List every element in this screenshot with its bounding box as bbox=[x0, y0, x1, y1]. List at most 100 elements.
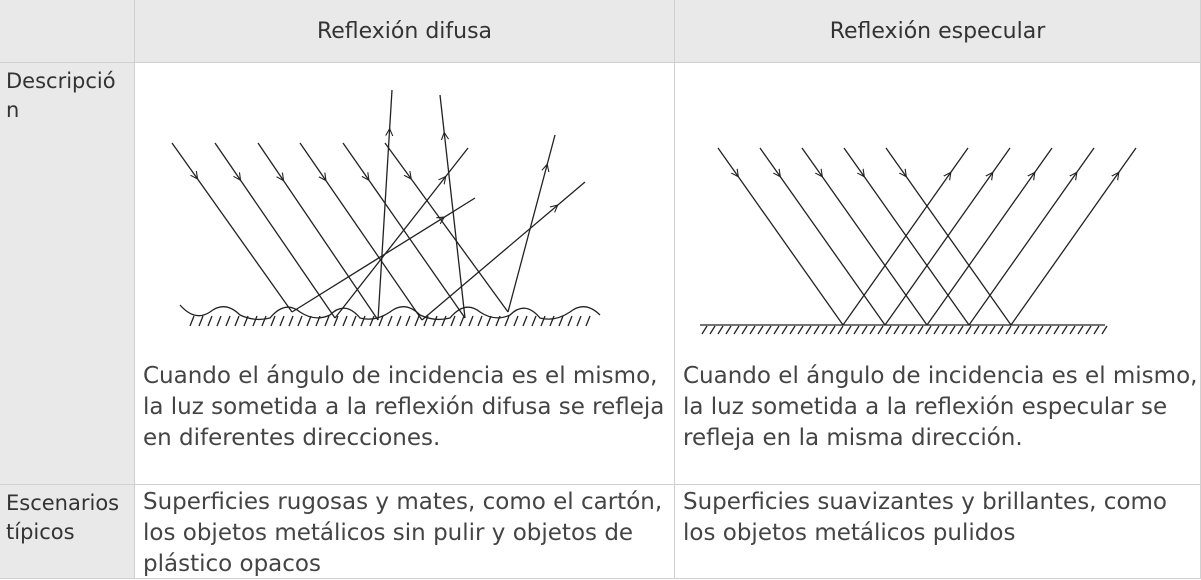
hatch bbox=[981, 325, 988, 335]
hatch bbox=[797, 325, 804, 335]
hatch bbox=[1053, 325, 1060, 335]
hatch bbox=[315, 315, 321, 327]
hatch bbox=[773, 325, 780, 335]
ray bbox=[926, 147, 1053, 326]
ray bbox=[801, 147, 928, 326]
hatch bbox=[549, 315, 555, 327]
ray bbox=[342, 142, 466, 319]
hatch bbox=[252, 315, 258, 327]
cell-text: Cuando el ángulo de incidencia es el mis… bbox=[143, 363, 665, 451]
hatch bbox=[477, 315, 483, 327]
hatch bbox=[781, 325, 788, 335]
ray bbox=[717, 147, 844, 326]
hatch bbox=[1045, 325, 1052, 335]
hatch bbox=[973, 325, 980, 335]
ray bbox=[334, 147, 469, 319]
hatch bbox=[717, 325, 724, 335]
cell-text: Superficies suavizantes y brillantes, co… bbox=[675, 485, 1201, 579]
hatch bbox=[207, 315, 213, 327]
hatch bbox=[925, 325, 932, 335]
hatch bbox=[893, 325, 900, 335]
header-cell: Reflexión especular bbox=[675, 0, 1201, 63]
hatch bbox=[504, 315, 510, 327]
hatch bbox=[861, 325, 868, 335]
ray bbox=[171, 142, 293, 313]
hatch bbox=[1037, 325, 1044, 335]
hatch bbox=[288, 315, 294, 327]
hatch bbox=[324, 315, 330, 327]
hatch bbox=[234, 315, 240, 327]
hatch bbox=[432, 315, 438, 327]
hatch bbox=[965, 325, 972, 335]
ray bbox=[377, 89, 392, 321]
hatch bbox=[1029, 325, 1036, 335]
hatch bbox=[837, 325, 844, 335]
hatch bbox=[333, 315, 339, 327]
hatch bbox=[225, 315, 231, 327]
hatch bbox=[877, 325, 884, 335]
hatch bbox=[1005, 325, 1012, 335]
hatch bbox=[450, 315, 456, 327]
hatch bbox=[189, 315, 195, 327]
hatch bbox=[901, 325, 908, 335]
ray bbox=[299, 142, 423, 321]
hatch bbox=[198, 315, 204, 327]
hatch bbox=[741, 325, 748, 335]
hatch bbox=[306, 315, 312, 327]
hatch bbox=[369, 315, 375, 327]
ray bbox=[439, 94, 466, 319]
hatch bbox=[941, 325, 948, 335]
hatch bbox=[909, 325, 916, 335]
hatch bbox=[917, 325, 924, 335]
hatch bbox=[522, 315, 528, 327]
row-label: Descripción bbox=[0, 63, 135, 485]
hatch bbox=[885, 325, 892, 335]
hatch bbox=[1069, 325, 1076, 335]
hatch bbox=[845, 325, 852, 335]
hatch bbox=[396, 315, 402, 327]
cell: Cuando el ángulo de incidencia es el mis… bbox=[675, 63, 1201, 485]
ray bbox=[759, 147, 886, 326]
hatch bbox=[495, 315, 501, 327]
ray bbox=[214, 142, 336, 319]
hatch bbox=[1061, 325, 1068, 335]
hatch bbox=[733, 325, 740, 335]
rough-surface bbox=[179, 304, 601, 321]
hatch bbox=[531, 315, 537, 327]
hatch bbox=[989, 325, 996, 335]
hatch bbox=[351, 315, 357, 327]
hatch bbox=[749, 325, 756, 335]
hatch bbox=[423, 315, 429, 327]
hatch bbox=[441, 315, 447, 327]
hatch bbox=[805, 325, 812, 335]
ray bbox=[1010, 147, 1137, 326]
hatch bbox=[279, 315, 285, 327]
hatch bbox=[414, 315, 420, 327]
row-label: Escenarios típicos bbox=[0, 485, 135, 579]
ray bbox=[843, 147, 970, 326]
ray bbox=[507, 134, 556, 313]
hatch bbox=[567, 315, 573, 327]
hatch bbox=[957, 325, 964, 335]
header-cell: Reflexión difusa bbox=[135, 0, 675, 63]
hatch bbox=[765, 325, 772, 335]
hatch bbox=[1013, 325, 1020, 335]
hatch bbox=[297, 315, 303, 327]
hatch bbox=[821, 325, 828, 335]
cell: Cuando el ángulo de incidencia es el mis… bbox=[135, 63, 675, 485]
hatch bbox=[1021, 325, 1028, 335]
hatch bbox=[459, 315, 465, 327]
hatch bbox=[513, 315, 519, 327]
hatch bbox=[1077, 325, 1084, 335]
hatch bbox=[558, 315, 564, 327]
hatch bbox=[378, 315, 384, 327]
ray bbox=[421, 181, 586, 321]
hatch bbox=[468, 315, 474, 327]
hatch bbox=[243, 315, 249, 327]
ray bbox=[968, 147, 1095, 326]
hatch bbox=[949, 325, 956, 335]
hatch bbox=[1101, 325, 1108, 335]
hatch bbox=[342, 315, 348, 327]
ray bbox=[885, 147, 1012, 326]
